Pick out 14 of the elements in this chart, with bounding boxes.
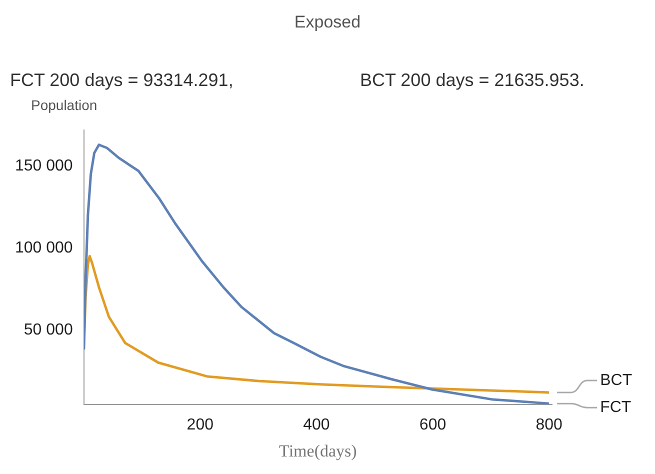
x-axis-title: Time(days): [279, 441, 357, 460]
x-tick-label: 400: [303, 416, 330, 434]
text: BCT 200 days = 21635.953.: [360, 70, 584, 90]
y-tick-label: 50 000: [24, 321, 73, 338]
x-tick-label: 800: [536, 416, 563, 434]
text: FCT: [600, 398, 632, 416]
y-axis-title: Population: [31, 96, 98, 113]
x-tick-label: 600: [419, 416, 446, 434]
text: FCT 200 days = 93314.291,: [10, 70, 234, 90]
x-tick-label: 200: [186, 416, 214, 434]
text: BCT: [600, 372, 632, 389]
y-tick-label: 150 000: [14, 157, 73, 174]
y-tick-label: 100 000: [14, 239, 73, 256]
chart-title: Exposed: [294, 12, 361, 32]
